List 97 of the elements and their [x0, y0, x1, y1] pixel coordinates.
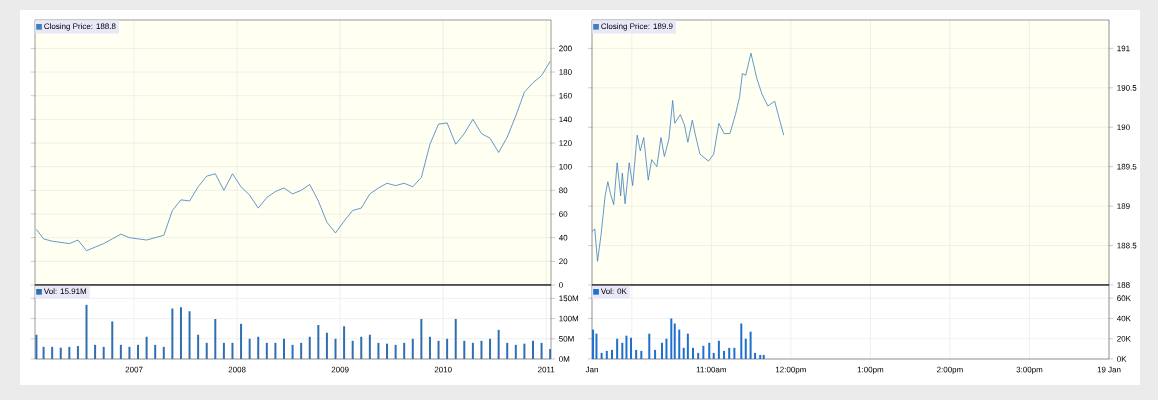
bar	[94, 344, 97, 359]
bar	[692, 347, 695, 359]
bar	[682, 347, 685, 359]
bar	[506, 342, 509, 359]
bar	[523, 343, 526, 359]
bar	[197, 334, 200, 359]
bar	[540, 342, 543, 359]
bar	[648, 333, 651, 359]
bar	[102, 346, 105, 359]
bar	[549, 348, 551, 359]
bar	[733, 347, 736, 359]
bar	[360, 336, 363, 359]
bar	[640, 350, 643, 359]
bar	[717, 340, 720, 359]
bar	[437, 340, 440, 359]
bar	[343, 326, 346, 359]
bar	[240, 323, 243, 359]
bar	[762, 354, 765, 359]
bar	[723, 350, 726, 359]
bar	[231, 342, 234, 359]
bar	[621, 342, 624, 359]
bar	[154, 344, 157, 359]
bar	[610, 349, 613, 359]
line-series	[592, 52, 785, 262]
bar	[635, 349, 638, 359]
bar	[497, 329, 500, 359]
bar	[214, 318, 217, 359]
bar	[248, 338, 251, 359]
bar	[257, 336, 260, 359]
bar	[463, 340, 466, 359]
bar	[111, 321, 114, 359]
bar	[749, 331, 752, 359]
bar	[595, 333, 598, 359]
bar	[377, 342, 380, 359]
bar	[265, 342, 268, 359]
bar	[592, 329, 595, 359]
bar	[744, 338, 747, 359]
bar	[489, 338, 492, 359]
bar	[480, 340, 483, 359]
bar	[616, 338, 619, 359]
bar	[697, 352, 700, 359]
bar	[128, 346, 131, 359]
bar	[471, 342, 474, 359]
bar	[411, 338, 414, 359]
bar	[59, 347, 62, 359]
bar	[403, 342, 406, 359]
bar	[274, 342, 277, 359]
bar	[605, 350, 608, 359]
bar	[654, 349, 657, 359]
bar	[708, 342, 711, 359]
bar	[325, 332, 328, 359]
bar	[137, 344, 140, 359]
bar	[759, 354, 762, 359]
bar	[754, 352, 757, 359]
bar	[420, 318, 423, 359]
bar	[171, 308, 174, 359]
bar	[334, 338, 337, 359]
bar	[678, 329, 681, 359]
bar	[42, 346, 45, 359]
bar	[531, 340, 534, 359]
bar	[712, 352, 715, 359]
bar	[728, 347, 731, 359]
bar	[188, 311, 191, 359]
bar	[76, 346, 79, 359]
bar	[670, 318, 673, 359]
bar	[282, 338, 285, 359]
bar	[145, 336, 148, 359]
bar	[291, 344, 294, 359]
bar	[514, 344, 517, 359]
bar	[665, 338, 668, 359]
bar	[446, 338, 449, 359]
bar	[394, 344, 397, 359]
bar	[600, 352, 603, 359]
bar	[179, 307, 182, 359]
bar	[454, 318, 457, 359]
bar	[428, 336, 431, 359]
bar	[300, 342, 303, 359]
bar	[51, 346, 54, 359]
bar	[740, 323, 743, 359]
bar	[661, 342, 663, 359]
bar	[119, 344, 122, 359]
bar	[673, 323, 676, 359]
bar	[68, 346, 71, 359]
bar	[629, 337, 632, 359]
bar	[205, 342, 208, 359]
bar	[625, 335, 628, 359]
bar	[308, 336, 311, 359]
bar	[686, 333, 689, 359]
bar	[162, 346, 165, 359]
bar	[317, 325, 320, 359]
bar	[85, 304, 88, 359]
bar	[35, 334, 38, 359]
bar	[351, 340, 354, 359]
bar	[222, 342, 225, 359]
bar	[368, 334, 371, 359]
bar	[702, 345, 705, 359]
bar	[386, 343, 389, 359]
